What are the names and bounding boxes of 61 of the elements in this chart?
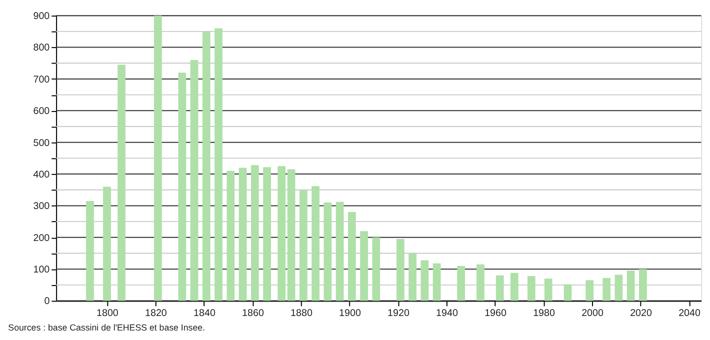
bar [278, 166, 286, 301]
bar [614, 274, 623, 301]
bar [476, 264, 484, 301]
source-note: Sources : base Cassini de l'EHESS et base Insee. [8, 322, 206, 332]
bar [103, 186, 111, 301]
x-tick-label: 1940 [436, 308, 458, 320]
x-tick-label: 1840 [194, 308, 216, 320]
bar [263, 167, 271, 301]
bar [360, 231, 368, 301]
bar [226, 170, 235, 301]
x-tick-label: 1820 [145, 308, 168, 320]
x-tick-label: 2000 [582, 308, 604, 320]
y-tick-label: 500 [33, 138, 50, 149]
x-tick-label: 1880 [290, 308, 313, 320]
bar [602, 278, 610, 301]
x-tick-label: 2020 [630, 308, 652, 320]
bar [202, 31, 210, 301]
bar [372, 237, 380, 301]
bar [312, 186, 320, 301]
bar [324, 202, 332, 301]
bar [178, 72, 186, 301]
x-tick-label: 1800 [96, 308, 119, 320]
x-tick-label: 1960 [484, 308, 507, 320]
bar [432, 263, 441, 301]
bar [287, 169, 296, 301]
x-tick-label: 1920 [388, 308, 410, 320]
bar [496, 275, 504, 301]
bar [86, 200, 94, 301]
y-tick-label: 700 [33, 74, 50, 86]
bar [348, 212, 356, 301]
x-tick-label: 1900 [339, 308, 362, 320]
y-tick-label: 100 [33, 264, 50, 276]
x-tick-label: 1980 [533, 308, 556, 320]
bar [510, 272, 518, 301]
bar [527, 276, 536, 301]
y-tick-label: 900 [33, 11, 50, 22]
bar [299, 190, 308, 301]
bar [626, 270, 635, 301]
bar [408, 253, 416, 301]
bar [250, 165, 259, 301]
x-tick-label: 1860 [242, 308, 264, 320]
bar [586, 280, 594, 301]
y-tick-label: 800 [33, 42, 50, 54]
x-tick-label: 2040 [678, 308, 701, 320]
bar [639, 269, 647, 301]
bar [420, 260, 429, 301]
y-tick-label: 400 [33, 169, 50, 180]
bar [457, 266, 465, 301]
bar [190, 60, 198, 301]
y-tick-label: 200 [33, 232, 50, 244]
bar [238, 168, 247, 301]
bar [564, 284, 572, 301]
bar [214, 28, 222, 301]
bar [336, 202, 344, 301]
bar [154, 16, 162, 301]
y-tick-label: 600 [33, 106, 50, 118]
bar [544, 278, 552, 301]
bar [118, 64, 126, 301]
bar [396, 238, 404, 301]
y-tick-label: 0 [44, 296, 50, 308]
y-tick-label: 300 [33, 201, 50, 212]
